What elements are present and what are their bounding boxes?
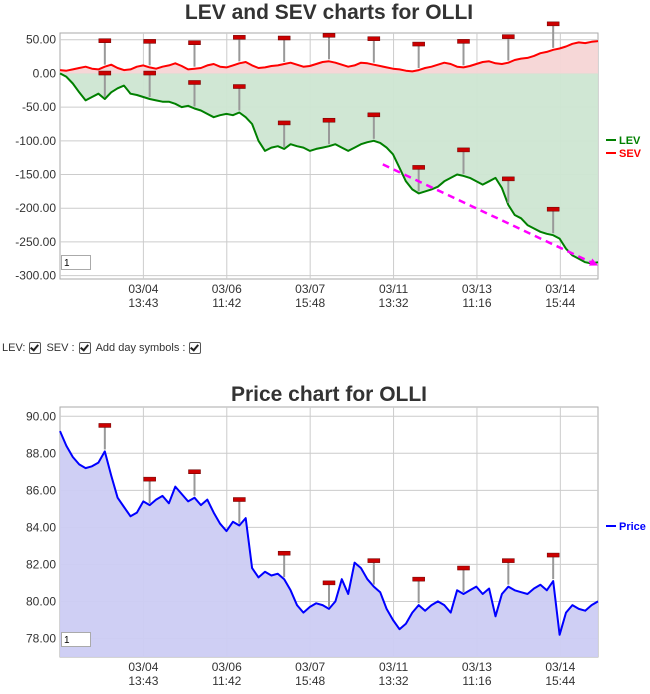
day-symbol-sev bbox=[367, 36, 381, 63]
x-tick-date: 03/11 bbox=[379, 282, 408, 296]
series-area-price bbox=[60, 431, 598, 657]
chart-title: LEV and SEV charts for OLLI bbox=[185, 1, 473, 24]
day-symbol-lev bbox=[233, 84, 246, 111]
x-tick-time: 13:43 bbox=[128, 674, 158, 688]
x-tick-date: 03/07 bbox=[295, 282, 325, 296]
day-symbol-price bbox=[412, 576, 425, 604]
day-symbol-sev bbox=[457, 39, 470, 66]
y-tick-label: -100.00 bbox=[15, 134, 56, 148]
x-tick-time: 11:16 bbox=[462, 674, 491, 688]
series-line-sev bbox=[59, 40, 599, 73]
x-tick-time: 13:32 bbox=[379, 674, 409, 688]
y-tick-label: -150.00 bbox=[15, 168, 56, 182]
x-tick-date: 03/06 bbox=[212, 660, 242, 674]
day-symbols-checkbox[interactable] bbox=[189, 342, 202, 354]
day-symbol-sev bbox=[546, 21, 560, 48]
legend-label-lev: LEV bbox=[619, 135, 641, 147]
y-tick-label: 90.00 bbox=[26, 409, 56, 423]
day-symbol-sev bbox=[502, 34, 515, 61]
series-area-sev bbox=[60, 41, 598, 74]
day-symbol-price bbox=[322, 580, 336, 607]
lev-checkbox[interactable] bbox=[29, 342, 42, 354]
x-tick-date: 03/14 bbox=[545, 282, 575, 296]
day-symbol-price bbox=[277, 550, 291, 578]
x-tick-time: 13:43 bbox=[128, 296, 158, 310]
day-symbol-lev bbox=[457, 147, 470, 174]
day-symbol-price bbox=[143, 476, 156, 504]
day-symbol-lev bbox=[322, 117, 336, 145]
day-symbol-lev bbox=[502, 176, 515, 203]
day-symbol-sev bbox=[277, 35, 291, 63]
x-tick-time: 11:16 bbox=[462, 296, 491, 310]
day-symbol-price bbox=[188, 469, 201, 496]
lev-label: LEV: bbox=[2, 342, 26, 354]
y-tick-label: 50.00 bbox=[26, 33, 56, 47]
day-symbols-label: Add day symbols : bbox=[95, 342, 186, 354]
day-symbol-lev bbox=[188, 80, 201, 107]
y-tick-label: -300.00 bbox=[15, 269, 56, 283]
day-symbol-lev bbox=[546, 206, 560, 234]
x-tick-date: 03/04 bbox=[128, 282, 158, 296]
chart-title: Price chart for OLLI bbox=[231, 383, 427, 406]
price-chart: Price chart for OLLI 90.00 88.00 86.00 84.00… bbox=[26, 383, 646, 688]
lev-sev-chart: LEV and SEV charts for OLLI 50.00 0.00 -50.… bbox=[15, 1, 642, 310]
y-tick-label: 84.00 bbox=[26, 520, 56, 534]
trend-arrow bbox=[382, 163, 599, 267]
y-tick-label: -200.00 bbox=[15, 201, 56, 215]
y-tick-label: 0.00 bbox=[33, 66, 57, 80]
day-symbol-sev bbox=[412, 41, 425, 69]
x-tick-time: 11:42 bbox=[212, 674, 241, 688]
day-symbol-price bbox=[546, 552, 560, 580]
y-tick-label: -250.00 bbox=[15, 235, 56, 249]
day-symbol-lev bbox=[143, 70, 156, 98]
x-tick-date: 03/13 bbox=[462, 282, 492, 296]
chart-controls: LEV: SEV : Add day symbols : bbox=[2, 342, 204, 354]
day-symbol-price bbox=[367, 558, 381, 585]
y-tick-label: 86.00 bbox=[26, 483, 56, 497]
x-tick-date: 03/06 bbox=[212, 282, 242, 296]
day-symbol-lev bbox=[98, 70, 112, 98]
day-symbol-price bbox=[502, 558, 515, 585]
y-tick-label: 78.00 bbox=[26, 631, 56, 645]
y-tick-label: 80.00 bbox=[26, 594, 56, 608]
y-tick-label: -50.00 bbox=[22, 100, 56, 114]
x-tick-date: 03/14 bbox=[545, 660, 575, 674]
x-tick-date: 03/11 bbox=[379, 660, 408, 674]
lev-zoom-input[interactable]: 1 bbox=[61, 255, 91, 270]
day-symbol-sev bbox=[322, 33, 336, 60]
x-tick-date: 03/13 bbox=[462, 660, 492, 674]
day-symbol-lev bbox=[367, 112, 381, 139]
day-symbol-sev bbox=[188, 40, 201, 67]
legend-label-price: Price bbox=[619, 521, 646, 533]
sev-label: SEV : bbox=[46, 342, 75, 354]
x-tick-time: 11:42 bbox=[212, 296, 241, 310]
x-tick-date: 03/07 bbox=[295, 660, 325, 674]
x-tick-time: 15:44 bbox=[545, 296, 575, 310]
x-tick-date: 03/04 bbox=[128, 660, 158, 674]
price-zoom-input[interactable]: 1 bbox=[61, 632, 91, 647]
day-symbol-price bbox=[233, 497, 246, 524]
day-symbol-sev bbox=[143, 39, 156, 66]
day-symbol-lev bbox=[277, 120, 291, 147]
x-tick-time: 15:44 bbox=[545, 674, 575, 688]
series-line-lev bbox=[59, 72, 599, 265]
sev-checkbox[interactable] bbox=[78, 342, 91, 354]
series-area-lev bbox=[60, 73, 598, 264]
y-tick-label: 88.00 bbox=[26, 446, 56, 460]
day-symbol-price bbox=[98, 423, 112, 450]
day-symbol-sev bbox=[233, 35, 246, 62]
day-symbol-sev bbox=[98, 38, 112, 65]
x-tick-time: 13:32 bbox=[379, 296, 409, 310]
y-tick-label: 82.00 bbox=[26, 557, 56, 571]
day-symbol-price bbox=[457, 565, 470, 593]
legend-label-sev: SEV bbox=[619, 148, 642, 160]
series-line-price bbox=[59, 430, 599, 636]
x-tick-time: 15:48 bbox=[295, 674, 325, 688]
trend-arrow-head bbox=[589, 258, 598, 266]
x-tick-time: 15:48 bbox=[295, 296, 325, 310]
